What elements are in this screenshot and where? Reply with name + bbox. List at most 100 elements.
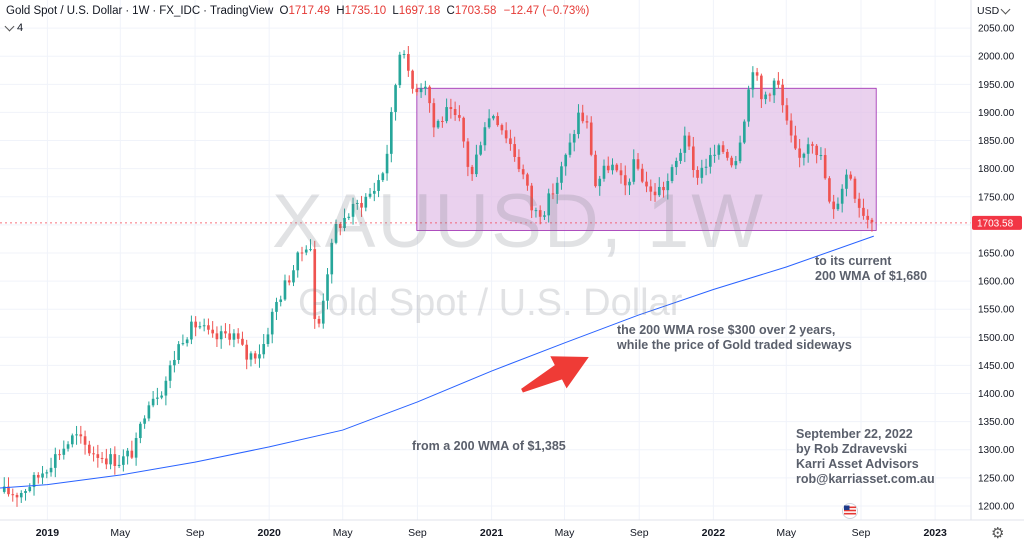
y-tick-label: 1550.00 xyxy=(978,305,1015,316)
close-value: 1703.58 xyxy=(454,5,497,17)
candle-body xyxy=(840,188,844,204)
x-tick-label: 2020 xyxy=(258,527,282,539)
candlestick-series xyxy=(2,45,874,507)
candle-body xyxy=(815,145,818,156)
annotation-wma-rise: the 200 WMA rose $300 over 2 years, whil… xyxy=(617,323,852,353)
candle-body xyxy=(832,201,835,210)
candle-body xyxy=(253,353,257,359)
candle-body xyxy=(483,127,487,146)
candle-body xyxy=(2,486,6,492)
candle-body xyxy=(764,94,767,100)
candle-body xyxy=(300,252,304,254)
y-tick-label: 1500.00 xyxy=(978,333,1015,344)
candle-body xyxy=(500,125,504,131)
candle-body xyxy=(547,193,551,216)
gear-icon[interactable]: ⚙ xyxy=(991,525,1005,542)
candle-body xyxy=(49,467,53,473)
candle-body xyxy=(160,395,163,398)
y-tick-label: 1400.00 xyxy=(978,389,1015,400)
candle-body xyxy=(75,434,78,436)
candle-body xyxy=(602,165,606,179)
last-price-tag: 1703.58 xyxy=(972,215,1022,230)
interval-label[interactable]: 1W xyxy=(132,5,150,17)
candle-body xyxy=(691,146,695,171)
us-flag-icon[interactable] xyxy=(842,503,858,519)
indicator-toggle[interactable]: 4 xyxy=(4,21,23,34)
candle-body xyxy=(28,487,32,492)
candle-body xyxy=(513,144,516,157)
credit-company: Karri Asset Advisors xyxy=(796,457,919,471)
y-tick-label: 2000.00 xyxy=(978,52,1015,63)
candle-body xyxy=(372,190,376,194)
candle-body xyxy=(730,157,733,166)
chart-header: Gold Spot / U.S. Dollar · 1W · FX_IDC · Tradin… xyxy=(6,5,590,17)
candle-body xyxy=(853,178,857,199)
candle-body xyxy=(704,166,708,168)
candle-body xyxy=(811,144,814,146)
candle-body xyxy=(164,380,168,396)
candle-body xyxy=(194,321,197,328)
candle-body xyxy=(100,457,104,459)
credit-date: September 22, 2022 xyxy=(796,427,913,441)
candle-body xyxy=(292,270,295,283)
candle-body xyxy=(564,154,568,167)
candle-body xyxy=(521,169,525,175)
candle-body xyxy=(313,249,317,319)
candle-body xyxy=(772,80,776,96)
200-wma-line xyxy=(0,235,874,489)
candle-body xyxy=(449,107,453,110)
candle-body xyxy=(687,135,691,147)
candle-body xyxy=(381,173,385,181)
x-tick-label: 2022 xyxy=(702,527,726,539)
candle-body xyxy=(585,121,589,123)
candle-body xyxy=(798,148,801,158)
candle-body xyxy=(517,156,521,170)
candle-body xyxy=(492,116,495,119)
candle-body xyxy=(598,178,602,187)
time-axis[interactable]: 2019 May Sep 2020 May Sep 2021 May Sep 2022 May Sep… xyxy=(36,527,947,539)
y-tick-label: 2050.00 xyxy=(978,24,1015,35)
candle-body xyxy=(526,174,529,186)
candle-body xyxy=(266,334,270,345)
candle-body xyxy=(377,180,380,191)
y-tick-label: 1950.00 xyxy=(978,80,1015,91)
candle-body xyxy=(139,423,142,439)
currency-selector[interactable]: USD xyxy=(977,4,1011,17)
candle-body xyxy=(207,325,210,330)
candle-body xyxy=(70,435,74,445)
candle-body xyxy=(96,454,100,458)
candle-body xyxy=(589,122,593,155)
x-tick-label: May xyxy=(776,527,797,539)
y-tick-label: 1350.00 xyxy=(978,417,1015,428)
candle-body xyxy=(432,103,436,128)
candle-body xyxy=(674,160,678,168)
y-tick-label: 1900.00 xyxy=(978,108,1015,119)
candle-body xyxy=(113,454,117,466)
candle-body xyxy=(330,242,334,275)
candle-body xyxy=(436,120,440,128)
candle-body xyxy=(789,120,793,136)
candle-body xyxy=(88,444,91,454)
candle-body xyxy=(15,494,19,498)
candle-body xyxy=(415,88,419,93)
candle-body xyxy=(368,193,372,197)
candle-body xyxy=(147,405,151,419)
last-price-tag-bg xyxy=(972,215,1022,230)
candle-body xyxy=(198,326,202,328)
candle-body xyxy=(657,186,661,196)
candle-body xyxy=(611,164,614,171)
candle-body xyxy=(11,494,15,496)
candle-body xyxy=(236,333,240,339)
low-label: L xyxy=(392,5,399,17)
candle-body xyxy=(717,145,721,155)
candle-body xyxy=(751,72,755,90)
annotation-start-wma: from a 200 WMA of $1,385 xyxy=(412,439,566,453)
candle-body xyxy=(258,354,261,359)
candle-body xyxy=(109,454,112,465)
price-axis[interactable]: 1200.00 1250.00 1300.00 1350.00 1400.00 1450.… xyxy=(978,24,1015,513)
y-tick-label: 1300.00 xyxy=(978,445,1015,456)
trend-arrow xyxy=(521,356,589,393)
symbol-name[interactable]: Gold Spot / U.S. Dollar xyxy=(6,5,123,17)
candle-body xyxy=(870,219,874,223)
